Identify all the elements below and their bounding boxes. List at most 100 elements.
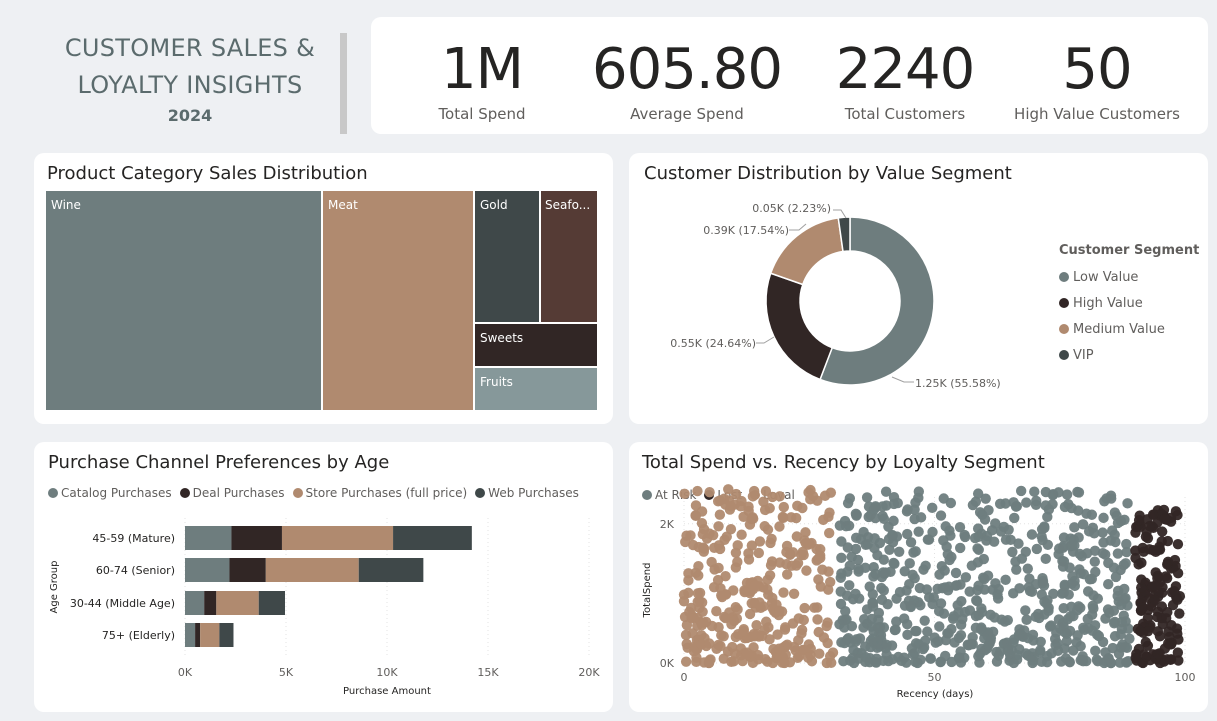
- scatter-point-at-risk[interactable]: [864, 581, 875, 592]
- scatter-point-loyal[interactable]: [825, 487, 837, 498]
- scatter-point-lost[interactable]: [1156, 526, 1168, 537]
- scatter-point-loyal[interactable]: [681, 619, 693, 631]
- scatter-point-lost[interactable]: [1165, 654, 1176, 666]
- scatter-point-at-risk[interactable]: [910, 497, 921, 508]
- scatter-point-lost[interactable]: [1141, 651, 1152, 662]
- scatter-point-at-risk[interactable]: [1052, 638, 1063, 649]
- scatter-point-loyal[interactable]: [744, 608, 756, 620]
- scatter-point-loyal[interactable]: [696, 506, 708, 517]
- scatter-point-at-risk[interactable]: [1036, 589, 1047, 600]
- scatter-point-loyal[interactable]: [732, 604, 743, 615]
- scatter-point-at-risk[interactable]: [1040, 553, 1051, 565]
- scatter-point-at-risk[interactable]: [891, 616, 902, 627]
- scatter-point-loyal[interactable]: [693, 560, 704, 572]
- legend-item-high-value[interactable]: High Value: [1059, 290, 1199, 316]
- scatter-point-loyal[interactable]: [711, 643, 722, 654]
- scatter-point-loyal[interactable]: [751, 620, 762, 631]
- scatter-point-lost[interactable]: [1147, 509, 1159, 520]
- legend-item-medium-value[interactable]: Medium Value: [1059, 316, 1199, 342]
- treemap-tile-wine[interactable]: Wine: [46, 191, 321, 410]
- scatter-point-at-risk[interactable]: [1103, 654, 1114, 665]
- scatter-point-at-risk[interactable]: [1043, 605, 1054, 617]
- scatter-point-loyal[interactable]: [693, 541, 704, 553]
- scatter-point-at-risk[interactable]: [1073, 532, 1084, 543]
- scatter-point-at-risk[interactable]: [1097, 548, 1109, 559]
- scatter-point-loyal[interactable]: [762, 584, 773, 595]
- scatter-point-loyal[interactable]: [696, 639, 707, 650]
- treemap-tile-fruits[interactable]: Fruits: [475, 368, 597, 410]
- scatter-point-loyal[interactable]: [692, 485, 703, 497]
- scatter-point-at-risk[interactable]: [953, 652, 965, 664]
- scatter-point-loyal[interactable]: [723, 484, 734, 495]
- scatter-point-at-risk[interactable]: [913, 486, 925, 497]
- scatter-point-loyal[interactable]: [812, 614, 823, 625]
- scatter-point-loyal[interactable]: [809, 602, 820, 613]
- scatter-point-loyal[interactable]: [698, 657, 710, 668]
- scatter-point-loyal[interactable]: [764, 570, 776, 581]
- scatter-point-at-risk[interactable]: [960, 572, 972, 583]
- scatter-point-loyal[interactable]: [785, 512, 797, 523]
- scatter-point-at-risk[interactable]: [881, 639, 892, 651]
- scatter-point-at-risk[interactable]: [876, 594, 888, 606]
- scatter-point-loyal[interactable]: [796, 624, 808, 636]
- legend-item-low-value[interactable]: Low Value: [1059, 264, 1199, 290]
- scatter-point-at-risk[interactable]: [991, 646, 1002, 658]
- scatter-point-at-risk[interactable]: [1000, 574, 1011, 586]
- scatter-point-at-risk[interactable]: [932, 583, 943, 595]
- scatter-point-at-risk[interactable]: [880, 486, 892, 497]
- scatter-point-at-risk[interactable]: [870, 568, 881, 580]
- scatter-point-at-risk[interactable]: [835, 586, 846, 597]
- scatter-point-lost[interactable]: [1152, 648, 1164, 660]
- scatter-point-at-risk[interactable]: [911, 625, 922, 637]
- scatter-point-loyal[interactable]: [714, 509, 726, 520]
- scatter-point-at-risk[interactable]: [1031, 495, 1042, 507]
- scatter-point-loyal[interactable]: [692, 596, 703, 608]
- legend-item-store[interactable]: Store Purchases (full price): [292, 486, 467, 500]
- scatter-point-at-risk[interactable]: [973, 544, 984, 555]
- scatter-point-loyal[interactable]: [821, 620, 832, 632]
- bar-segment-web-purchases[interactable]: [258, 591, 285, 615]
- scatter-point-at-risk[interactable]: [1007, 546, 1018, 558]
- scatter-point-at-risk[interactable]: [1000, 534, 1012, 545]
- scatter-point-at-risk[interactable]: [899, 566, 910, 577]
- scatter-point-loyal[interactable]: [787, 547, 799, 558]
- scatter-point-loyal[interactable]: [815, 581, 826, 592]
- scatter-point-loyal[interactable]: [779, 657, 790, 669]
- scatter-point-loyal[interactable]: [799, 535, 810, 546]
- scatter-point-at-risk[interactable]: [1069, 580, 1081, 592]
- scatter-point-at-risk[interactable]: [1035, 636, 1046, 647]
- kpi-total-customers[interactable]: 2240 Total Customers: [830, 38, 980, 124]
- scatter-point-at-risk[interactable]: [1011, 649, 1023, 661]
- scatter-point-loyal[interactable]: [782, 569, 793, 580]
- scatter-point-loyal[interactable]: [777, 511, 789, 523]
- scatter-point-at-risk[interactable]: [848, 645, 859, 656]
- scatter-point-at-risk[interactable]: [1108, 562, 1120, 573]
- scatter-point-at-risk[interactable]: [1066, 502, 1077, 514]
- scatter-point-at-risk[interactable]: [950, 567, 962, 579]
- scatter-point-loyal[interactable]: [786, 560, 797, 571]
- scatter-point-lost[interactable]: [1164, 639, 1176, 650]
- scatter-point-loyal[interactable]: [762, 524, 774, 535]
- bar-segment-web-purchases[interactable]: [219, 623, 234, 647]
- scatter-point-at-risk[interactable]: [1123, 623, 1134, 634]
- scatter-point-at-risk[interactable]: [836, 536, 847, 547]
- scatter-point-at-risk[interactable]: [1036, 531, 1047, 542]
- scatter-point-at-risk[interactable]: [877, 501, 888, 512]
- scatter-point-at-risk[interactable]: [1031, 543, 1043, 555]
- scatter-point-at-risk[interactable]: [912, 657, 923, 669]
- scatter-point-loyal[interactable]: [726, 619, 737, 630]
- scatter-point-lost[interactable]: [1156, 601, 1168, 612]
- scatter-point-at-risk[interactable]: [1092, 655, 1103, 667]
- scatter-point-at-risk[interactable]: [915, 600, 926, 611]
- scatter-point-at-risk[interactable]: [908, 547, 919, 558]
- scatter-point-at-risk[interactable]: [844, 580, 855, 591]
- bar-segment-deal-purchases[interactable]: [195, 623, 201, 647]
- scatter-point-at-risk[interactable]: [888, 515, 899, 527]
- scatter-point-at-risk[interactable]: [1118, 559, 1130, 571]
- donut-slice-high-value[interactable]: [765, 272, 834, 381]
- scatter-point-loyal[interactable]: [716, 630, 727, 641]
- scatter-point-at-risk[interactable]: [1044, 621, 1056, 632]
- scatter-point-lost[interactable]: [1172, 628, 1183, 639]
- bar-segment-store-purchases-full-price[interactable]: [281, 526, 394, 550]
- scatter-point-at-risk[interactable]: [1121, 657, 1132, 668]
